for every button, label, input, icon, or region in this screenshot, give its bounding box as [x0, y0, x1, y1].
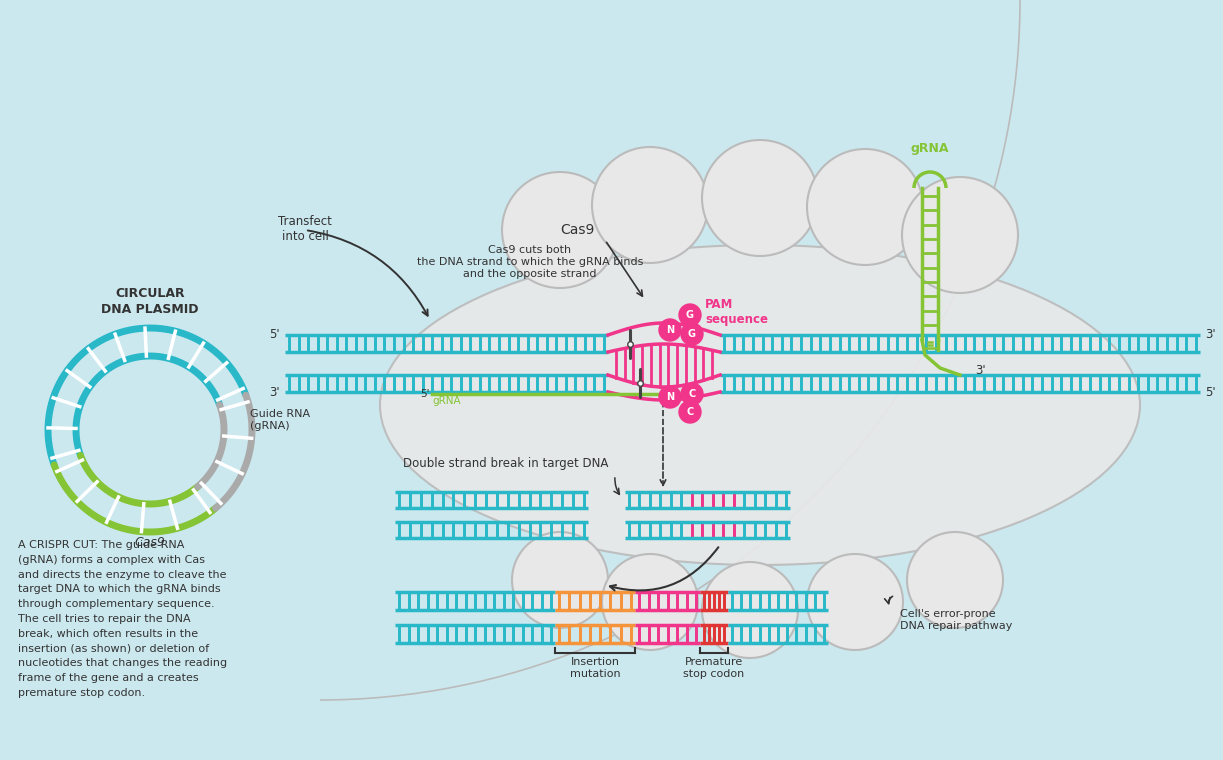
Text: gRNA: gRNA — [911, 142, 949, 155]
Text: 3': 3' — [975, 363, 986, 376]
Text: Transfect
into cell: Transfect into cell — [278, 215, 331, 243]
Circle shape — [807, 554, 903, 650]
Text: Insertion
mutation: Insertion mutation — [570, 657, 620, 679]
Text: G: G — [686, 310, 693, 320]
Text: 3': 3' — [1205, 328, 1216, 341]
Text: 3': 3' — [269, 385, 280, 398]
Text: Cas9: Cas9 — [135, 536, 165, 549]
Text: PAM
sequence: PAM sequence — [704, 298, 768, 326]
Circle shape — [679, 304, 701, 326]
Circle shape — [592, 147, 708, 263]
Circle shape — [512, 532, 608, 628]
Text: 5': 5' — [269, 328, 280, 341]
Text: G: G — [689, 329, 696, 339]
Text: N: N — [667, 392, 674, 402]
Circle shape — [659, 319, 681, 341]
Text: Double strand break in target DNA: Double strand break in target DNA — [404, 457, 608, 470]
Text: Cas9: Cas9 — [560, 223, 594, 237]
Text: A CRISPR CUT: The guide RNA
(gRNA) forms a complex with Cas
and directs the enzy: A CRISPR CUT: The guide RNA (gRNA) forms… — [18, 540, 227, 698]
Text: Cas9 cuts both
the DNA strand to which the gRNA binds
and the opposite strand: Cas9 cuts both the DNA strand to which t… — [417, 245, 643, 279]
Circle shape — [903, 177, 1018, 293]
Text: Cell's error-prone
DNA repair pathway: Cell's error-prone DNA repair pathway — [900, 610, 1013, 631]
Circle shape — [807, 149, 923, 265]
Text: gRNA: gRNA — [432, 396, 461, 406]
Circle shape — [501, 172, 618, 288]
Circle shape — [907, 532, 1003, 628]
Text: Premature
stop codon: Premature stop codon — [684, 657, 745, 679]
Circle shape — [681, 323, 703, 345]
Circle shape — [679, 401, 701, 423]
Ellipse shape — [380, 245, 1140, 565]
Text: 5': 5' — [421, 389, 430, 399]
Circle shape — [681, 383, 703, 405]
Text: N: N — [667, 325, 674, 335]
Text: C: C — [686, 407, 693, 417]
Circle shape — [659, 386, 681, 408]
Circle shape — [702, 562, 797, 658]
Circle shape — [702, 140, 818, 256]
Text: Guide RNA
(gRNA): Guide RNA (gRNA) — [249, 409, 311, 431]
Text: 5': 5' — [1205, 385, 1216, 398]
Text: CIRCULAR
DNA PLASMID: CIRCULAR DNA PLASMID — [102, 287, 199, 316]
Text: C: C — [689, 389, 696, 399]
Circle shape — [602, 554, 698, 650]
